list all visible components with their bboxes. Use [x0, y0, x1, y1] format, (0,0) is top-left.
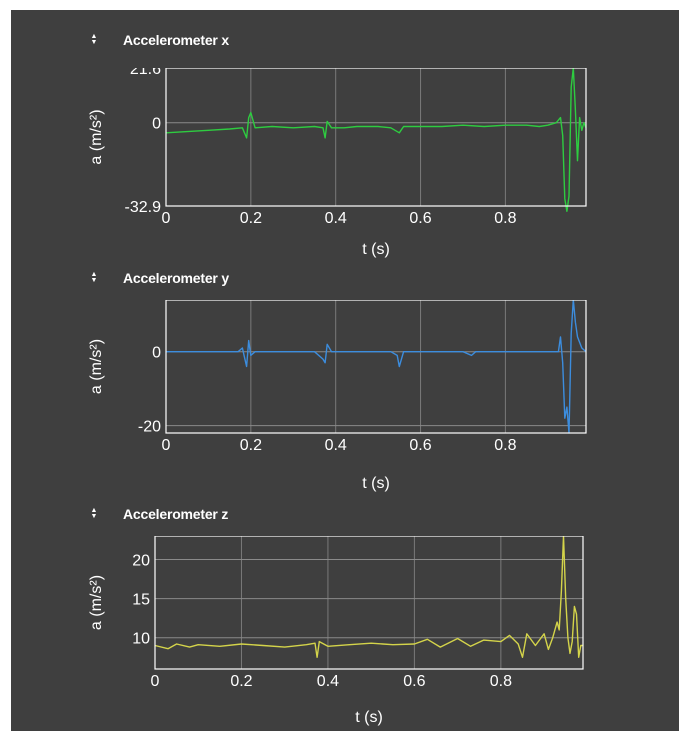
chart-title: Accelerometer x — [123, 32, 229, 48]
x-tick-label: 0.6 — [409, 437, 431, 454]
chart-title: Accelerometer z — [123, 506, 229, 522]
y-axis-label: a (m/s²) — [88, 339, 105, 394]
y-tick-label: 20 — [132, 552, 150, 569]
y-axis-label: a (m/s²) — [88, 109, 105, 164]
expand-collapse-icon[interactable]: ▲ ▼ — [90, 271, 98, 284]
x-tick-label: 0 — [162, 210, 171, 227]
x-tick-label: 0.8 — [490, 673, 512, 690]
plot-frame — [165, 68, 587, 207]
x-tick-label: 0.4 — [325, 210, 347, 227]
y-tick-label: 0 — [152, 345, 161, 362]
x-axis-label: t (s) — [362, 475, 390, 492]
expand-collapse-icon[interactable]: ▲ ▼ — [90, 507, 98, 520]
chart-accel-y: 0 0.2 0.4 0.6 0.80-20t (s)a (m/s²) — [88, 300, 587, 492]
chart-header-accel-y: ▲ ▼ Accelerometer y — [89, 268, 230, 288]
y-tick-label: -32.9 — [125, 199, 162, 216]
x-axis-label: t (s) — [355, 709, 383, 726]
chart-title: Accelerometer y — [123, 270, 229, 286]
plot-frame — [165, 300, 587, 434]
y-tick-label: 21.6 — [130, 68, 161, 78]
plot-frame — [154, 536, 584, 670]
chart-accel-z: 0 0.2 0.4 0.6 0.8 10 15 20 t (s) a (m/s²) — [88, 536, 584, 726]
y-tick-label: 15 — [132, 592, 150, 609]
x-tick-label: 0 — [151, 673, 160, 690]
chart-header-accel-z: ▲ ▼ Accelerometer z — [89, 504, 229, 524]
x-axis-label: t (s) — [362, 241, 390, 258]
x-tick-label: 0.6 — [403, 673, 425, 690]
expand-collapse-icon[interactable]: ▲ ▼ — [90, 33, 98, 46]
x-tick-label: 0.6 — [409, 210, 431, 227]
chart-header-accel-x: ▲ ▼ Accelerometer x — [89, 30, 230, 50]
x-tick-label: 0.2 — [240, 210, 262, 227]
y-tick-label: -20 — [138, 419, 161, 436]
x-tick-label: 0.8 — [494, 437, 516, 454]
sensor-panel: ▲ ▼ Accelerometer x 0 0.2 0.4 0.6 0.8 -32.9 0 21… — [11, 10, 679, 731]
series-line — [154, 536, 583, 659]
x-tick-label: 0 — [162, 437, 171, 454]
x-tick-label: 0.4 — [317, 673, 339, 690]
series-line — [166, 300, 587, 434]
series-line — [165, 68, 587, 213]
x-tick-label: 0.2 — [240, 437, 262, 454]
y-tick-label: 0 — [152, 116, 161, 133]
x-tick-label: 0.8 — [494, 210, 516, 227]
x-tick-label: 0.4 — [325, 437, 347, 454]
y-tick-label: 10 — [132, 631, 150, 648]
y-axis-label: a (m/s²) — [88, 575, 105, 630]
x-tick-label: 0.2 — [230, 673, 252, 690]
